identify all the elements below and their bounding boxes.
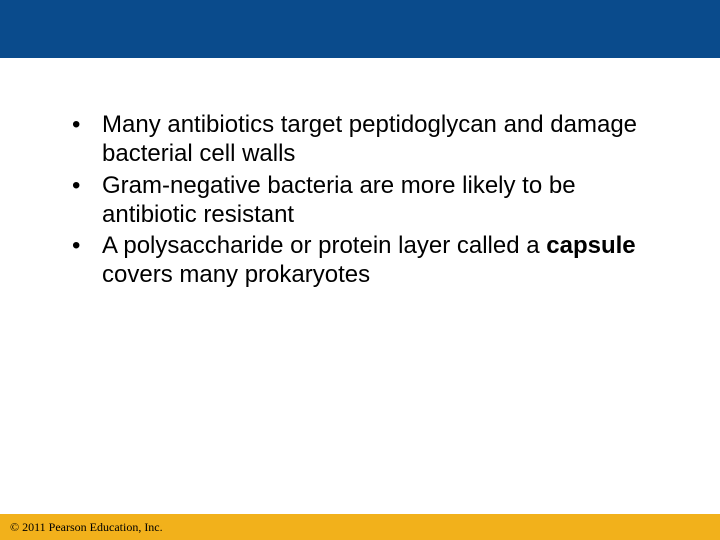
bullet-list: Many antibiotics target peptidoglycan an… [60, 110, 660, 290]
footer-bar: © 2011 Pearson Education, Inc. [0, 514, 720, 540]
bullet-item: Many antibiotics target peptidoglycan an… [60, 110, 660, 169]
copyright-text: © 2011 Pearson Education, Inc. [10, 520, 163, 535]
bullet-text-segment: capsule [546, 232, 635, 259]
bullet-text-segment: covers many prokaryotes [102, 261, 370, 288]
bullet-item: Gram-negative bacteria are more likely t… [60, 171, 660, 230]
bullet-item: A polysaccharide or protein layer called… [60, 231, 660, 290]
header-bar [0, 0, 720, 58]
bullet-text-segment: A polysaccharide or protein layer called… [102, 232, 546, 259]
bullet-text-segment: Gram-negative bacteria are more likely t… [102, 172, 576, 228]
slide-content: Many antibiotics target peptidoglycan an… [0, 58, 720, 290]
bullet-text-segment: Many antibiotics target peptidoglycan an… [102, 111, 637, 167]
